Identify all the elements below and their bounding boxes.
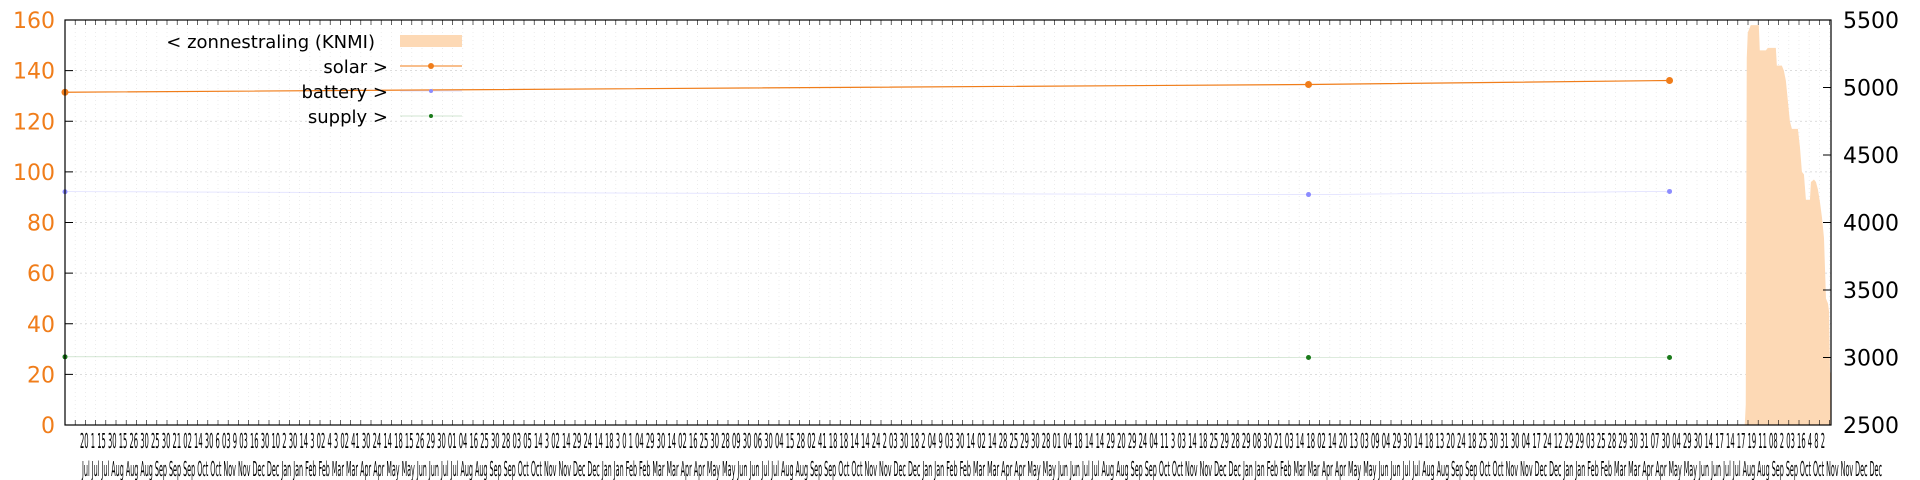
right-tick-label: 2500 <box>1843 414 1899 439</box>
grid-layer <box>65 20 1831 425</box>
left-tick-label: 60 <box>27 262 55 287</box>
supply-point <box>1667 355 1673 360</box>
zonnestraling-area-shape <box>1744 25 1831 425</box>
legend-swatch-zonnestraling <box>400 35 462 47</box>
right-tick-label: 4000 <box>1843 212 1899 237</box>
legend-marker-supply <box>429 114 433 118</box>
right-tick-label: 5000 <box>1843 77 1899 102</box>
series-layer <box>61 76 1674 360</box>
left-tick-label: 40 <box>27 313 55 338</box>
zonnestraling-area <box>1744 25 1831 425</box>
left-tick-label: 20 <box>27 363 55 388</box>
left-tick-label: 0 <box>41 414 55 439</box>
right-tick-label: 5500 <box>1843 9 1899 34</box>
right-tick-label: 4500 <box>1843 144 1899 169</box>
legend-label-supply: supply > <box>308 107 388 128</box>
battery-point <box>1306 192 1312 198</box>
x-axis: 20 1 15 30 15 26 30 25 30 21 02 14 30 6 … <box>80 429 1882 480</box>
battery-point <box>1667 188 1673 194</box>
battery-line <box>64 191 1670 195</box>
x-tick-row-months: Jul Jul Jul Aug Aug Aug Sep Sep Sep Oct … <box>81 457 1882 480</box>
legend-label-zonnestraling: < zonnestraling (KNMI) <box>166 32 375 53</box>
left-tick-label: 120 <box>13 110 55 135</box>
left-tick-label: 100 <box>13 161 55 186</box>
legend-marker-solar <box>428 63 434 69</box>
minor-tick-marks <box>74 20 1830 425</box>
right-tick-label: 3500 <box>1843 279 1899 304</box>
right-tick-label: 3000 <box>1843 347 1899 372</box>
supply-line <box>64 356 1670 358</box>
legend-label-solar: solar > <box>323 57 388 78</box>
solar-point <box>1666 76 1674 84</box>
right-axis: 2500 3000 3500 4000 4500 5000 5500 <box>1823 9 1899 439</box>
supply-point <box>1306 355 1312 360</box>
legend-marker-battery <box>429 89 433 93</box>
solar-point <box>1305 81 1313 89</box>
legend-label-battery: battery > <box>301 82 388 103</box>
x-tick-row-days: 20 1 15 30 15 26 30 25 30 21 02 14 30 6 … <box>80 429 1825 453</box>
left-tick-label: 140 <box>13 60 55 85</box>
left-axis: 0 20 40 60 80 100 120 140 160 <box>13 9 73 439</box>
left-tick-label: 160 <box>13 9 55 34</box>
left-tick-label: 80 <box>27 212 55 237</box>
legend: < zonnestraling (KNMI) solar > battery >… <box>166 32 462 128</box>
